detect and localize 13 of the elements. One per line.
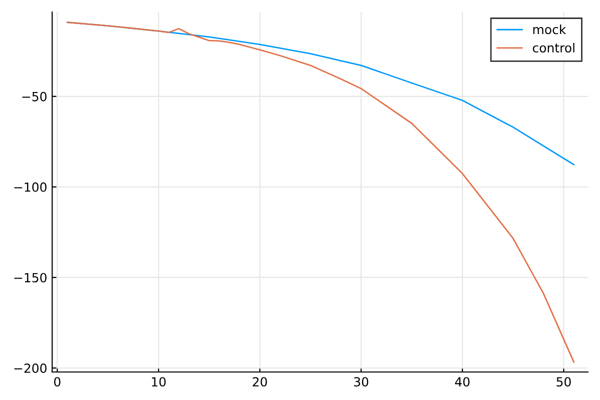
legend-label: control	[532, 42, 574, 53]
line-series	[66, 22, 575, 363]
y-tick-label: −150	[14, 272, 47, 282]
y-tick-label: −50	[22, 92, 47, 102]
legend-label: mock	[533, 24, 566, 34]
x-tick-label: 30	[354, 377, 368, 387]
y-tick-label: −200	[14, 363, 47, 373]
x-tick-label: 10	[152, 377, 166, 387]
x-tick-label: 50	[556, 377, 571, 387]
x-tick-label: 40	[455, 377, 470, 387]
x-tick-label: 20	[252, 377, 267, 387]
y-tick-label: −100	[14, 182, 47, 192]
x-tick-label: 0	[54, 377, 60, 387]
